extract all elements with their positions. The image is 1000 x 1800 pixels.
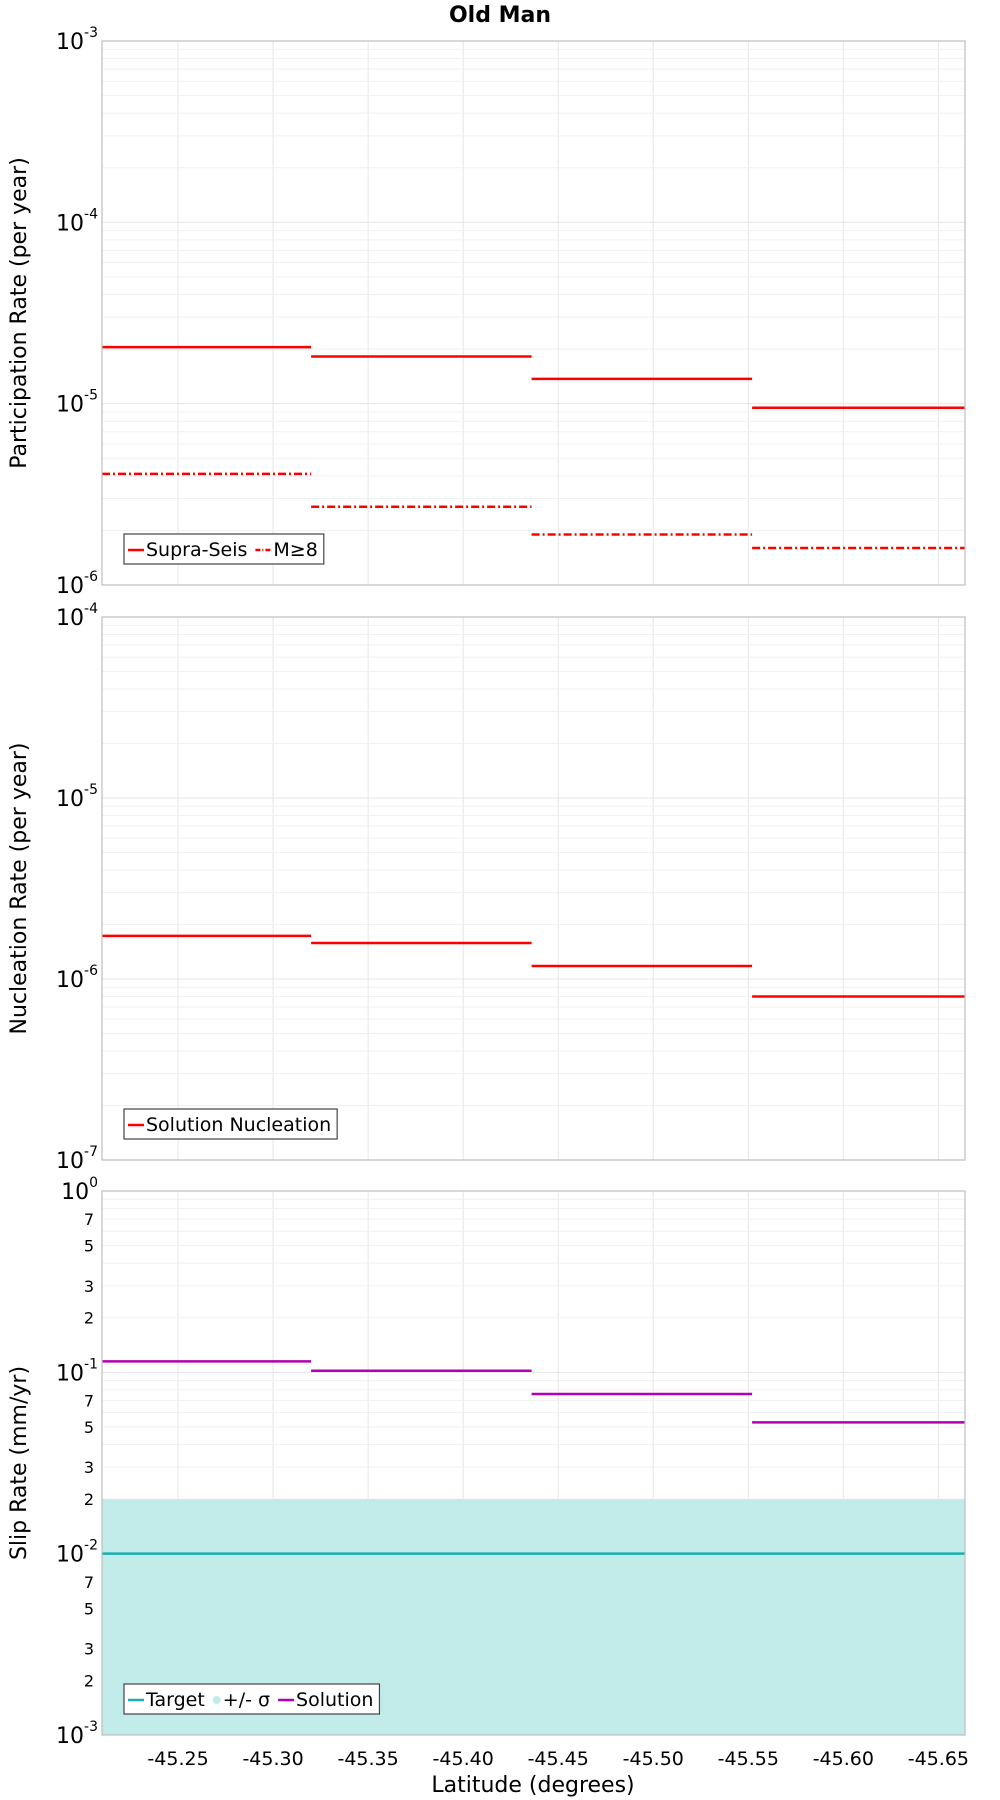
y-axis-label: Participation Rate (per year) [7, 157, 32, 469]
x-tick-label: -45.65 [908, 1748, 969, 1770]
y-minor-tick-label: 3 [84, 1277, 94, 1296]
x-tick-label: -45.60 [813, 1748, 874, 1770]
legend-label: Target [145, 1689, 205, 1711]
slip-rate-panel: 100 10-1 10-2 10-3 7 5 3 2 7 5 3 2 7 5 3 2 Slip Rate (mm… [7, 1175, 969, 1770]
y-minor-tick-label: 2 [84, 1490, 94, 1509]
plot-frame [101, 40, 966, 586]
y-tick-label: 10-4 [56, 206, 98, 236]
legend-box [123, 533, 325, 565]
legend: Solution Nucleation [123, 1108, 338, 1140]
legend-swatch [212, 1696, 221, 1704]
y-minor-tick-label: 7 [84, 1391, 94, 1410]
nucleation-rate-panel: 10-4 10-5 10-6 10-7 Nucleation Rate (per yea… [7, 601, 966, 1174]
y-tick-label: 10-5 [56, 388, 98, 418]
y-tick-label: 10-3 [56, 25, 98, 55]
y-minor-tick-label: 2 [84, 1671, 94, 1690]
y-minor-tick-label: 5 [84, 1237, 94, 1256]
y-tick-label: 10-6 [56, 569, 98, 599]
legend-label: M≥8 [273, 539, 317, 561]
x-tick-label: -45.45 [528, 1748, 589, 1770]
x-tick-label: -45.25 [147, 1748, 208, 1770]
plot-frame [101, 1190, 966, 1736]
participation-rate-panel: 10-3 10-4 10-5 10-6 Participation Rate (per … [7, 25, 966, 599]
y-minor-tick-label: 5 [84, 1599, 94, 1618]
x-tick-label: -45.40 [433, 1748, 494, 1770]
legend-label: Solution Nucleation [146, 1114, 331, 1136]
legend-label: +/- σ [223, 1689, 270, 1711]
y-tick-label: 10-4 [56, 601, 98, 631]
y-tick-label: 10-2 [56, 1538, 98, 1568]
plot-area [102, 617, 965, 1160]
legend-box [123, 1683, 381, 1715]
y-axis-label: Slip Rate (mm/yr) [7, 1366, 32, 1560]
y-minor-tick-label: 3 [84, 1458, 94, 1477]
y-minor-tick-label: 5 [84, 1418, 94, 1437]
x-tick-label: -45.50 [623, 1748, 684, 1770]
figure-title: Old Man [449, 3, 551, 28]
y-tick-label: 10-1 [56, 1356, 98, 1386]
legend: Target +/- σ Solution [123, 1683, 381, 1715]
y-minor-tick-label: 7 [84, 1573, 94, 1592]
plot-frame [101, 616, 966, 1161]
y-minor-tick-label: 2 [84, 1309, 94, 1328]
y-tick-label: 10-3 [56, 1719, 98, 1749]
y-tick-label: 10-7 [56, 1144, 98, 1174]
x-axis-label: Latitude (degrees) [431, 1773, 634, 1798]
y-axis-label: Nucleation Rate (per year) [7, 743, 32, 1035]
legend-box [123, 1108, 338, 1140]
plot-area [102, 41, 965, 585]
y-tick-label: 100 [61, 1175, 98, 1205]
y-tick-label: 10-5 [56, 782, 98, 812]
x-tick-label: -45.35 [337, 1748, 398, 1770]
legend-label: Solution [296, 1689, 373, 1711]
x-tick-label: -45.55 [718, 1748, 779, 1770]
x-tick-label: -45.30 [242, 1748, 303, 1770]
legend: Supra-Seis M≥8 [123, 533, 325, 565]
y-minor-tick-label: 7 [84, 1210, 94, 1229]
y-tick-label: 10-6 [56, 963, 98, 993]
y-minor-tick-label: 3 [84, 1639, 94, 1658]
legend-label: Supra-Seis [146, 539, 247, 561]
